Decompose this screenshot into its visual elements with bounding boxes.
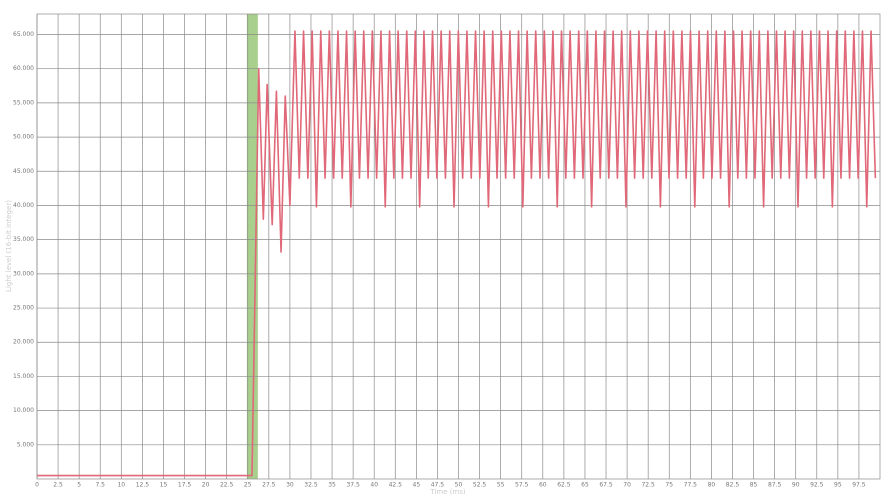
x-tick-label: 20 <box>202 482 210 489</box>
x-tick-label: 70 <box>623 482 631 489</box>
y-tick-label: 10.000 <box>13 407 34 414</box>
y-tick-label: 20.000 <box>13 339 34 346</box>
x-tick-label: 80 <box>708 482 716 489</box>
x-tick-label: 25 <box>244 482 252 489</box>
x-tick-label: 45 <box>413 482 421 489</box>
x-tick-label: 77.5 <box>684 482 698 489</box>
y-tick-label: 25.000 <box>13 305 34 312</box>
plot-frame <box>36 13 881 480</box>
x-tick-label: 7.5 <box>95 482 105 489</box>
x-tick-label: 60 <box>539 482 547 489</box>
x-tick-label: 12.5 <box>136 482 150 489</box>
x-tick-label: 35 <box>328 482 336 489</box>
x-tick-label: 32.5 <box>304 482 318 489</box>
x-tick-label: 2.5 <box>53 482 63 489</box>
x-tick-label: 47.5 <box>431 482 445 489</box>
highlight-band <box>246 14 258 479</box>
series-line <box>37 30 877 477</box>
y-tick-label: 5.000 <box>17 441 34 448</box>
x-tick-label: 55 <box>497 482 505 489</box>
y-axis-title: Light level (16-bit integer) <box>5 200 13 292</box>
x-tick-label: 40 <box>370 482 378 489</box>
y-tick-label: 65.000 <box>13 31 34 38</box>
y-tick-label: 50.000 <box>13 134 34 141</box>
x-tick-label: 72.5 <box>641 482 655 489</box>
x-tick-label: 17.5 <box>178 482 192 489</box>
x-tick-label: 50 <box>455 482 463 489</box>
x-tick-label: 27.5 <box>262 482 276 489</box>
x-tick-label: 30 <box>286 482 294 489</box>
x-tick-label: 65 <box>581 482 589 489</box>
x-tick-label: 75 <box>665 482 673 489</box>
x-tick-label: 97.5 <box>852 482 866 489</box>
x-tick-label: 92.5 <box>810 482 824 489</box>
x-tick-label: 62.5 <box>557 482 571 489</box>
x-tick-label: 15 <box>160 482 168 489</box>
y-tick-label: 60.000 <box>13 65 34 72</box>
x-tick-label: 87.5 <box>768 482 782 489</box>
x-tick-label: 37.5 <box>346 482 360 489</box>
x-tick-label: 42.5 <box>389 482 403 489</box>
x-tick-label: 52.5 <box>473 482 487 489</box>
x-tick-label: 82.5 <box>726 482 740 489</box>
x-tick-label: 10 <box>117 482 125 489</box>
y-tick-label: 45.000 <box>13 168 34 175</box>
x-axis-title: Time (ms) <box>429 488 466 496</box>
y-tick-label: 15.000 <box>13 373 34 380</box>
x-tick-label: 5 <box>77 482 81 489</box>
x-tick-label: 22.5 <box>220 482 234 489</box>
y-tick-label: 35.000 <box>13 236 34 243</box>
y-tick-label: 40.000 <box>13 202 34 209</box>
x-tick-label: 57.5 <box>515 482 529 489</box>
y-tick-label: 55.000 <box>13 99 34 106</box>
x-tick-label: 90 <box>792 482 800 489</box>
x-tick-label: 67.5 <box>599 482 613 489</box>
x-tick-label: 0 <box>35 482 39 489</box>
x-tick-label: 85 <box>750 482 758 489</box>
x-tick-label: 95 <box>834 482 842 489</box>
y-tick-label: 30.000 <box>13 270 34 277</box>
